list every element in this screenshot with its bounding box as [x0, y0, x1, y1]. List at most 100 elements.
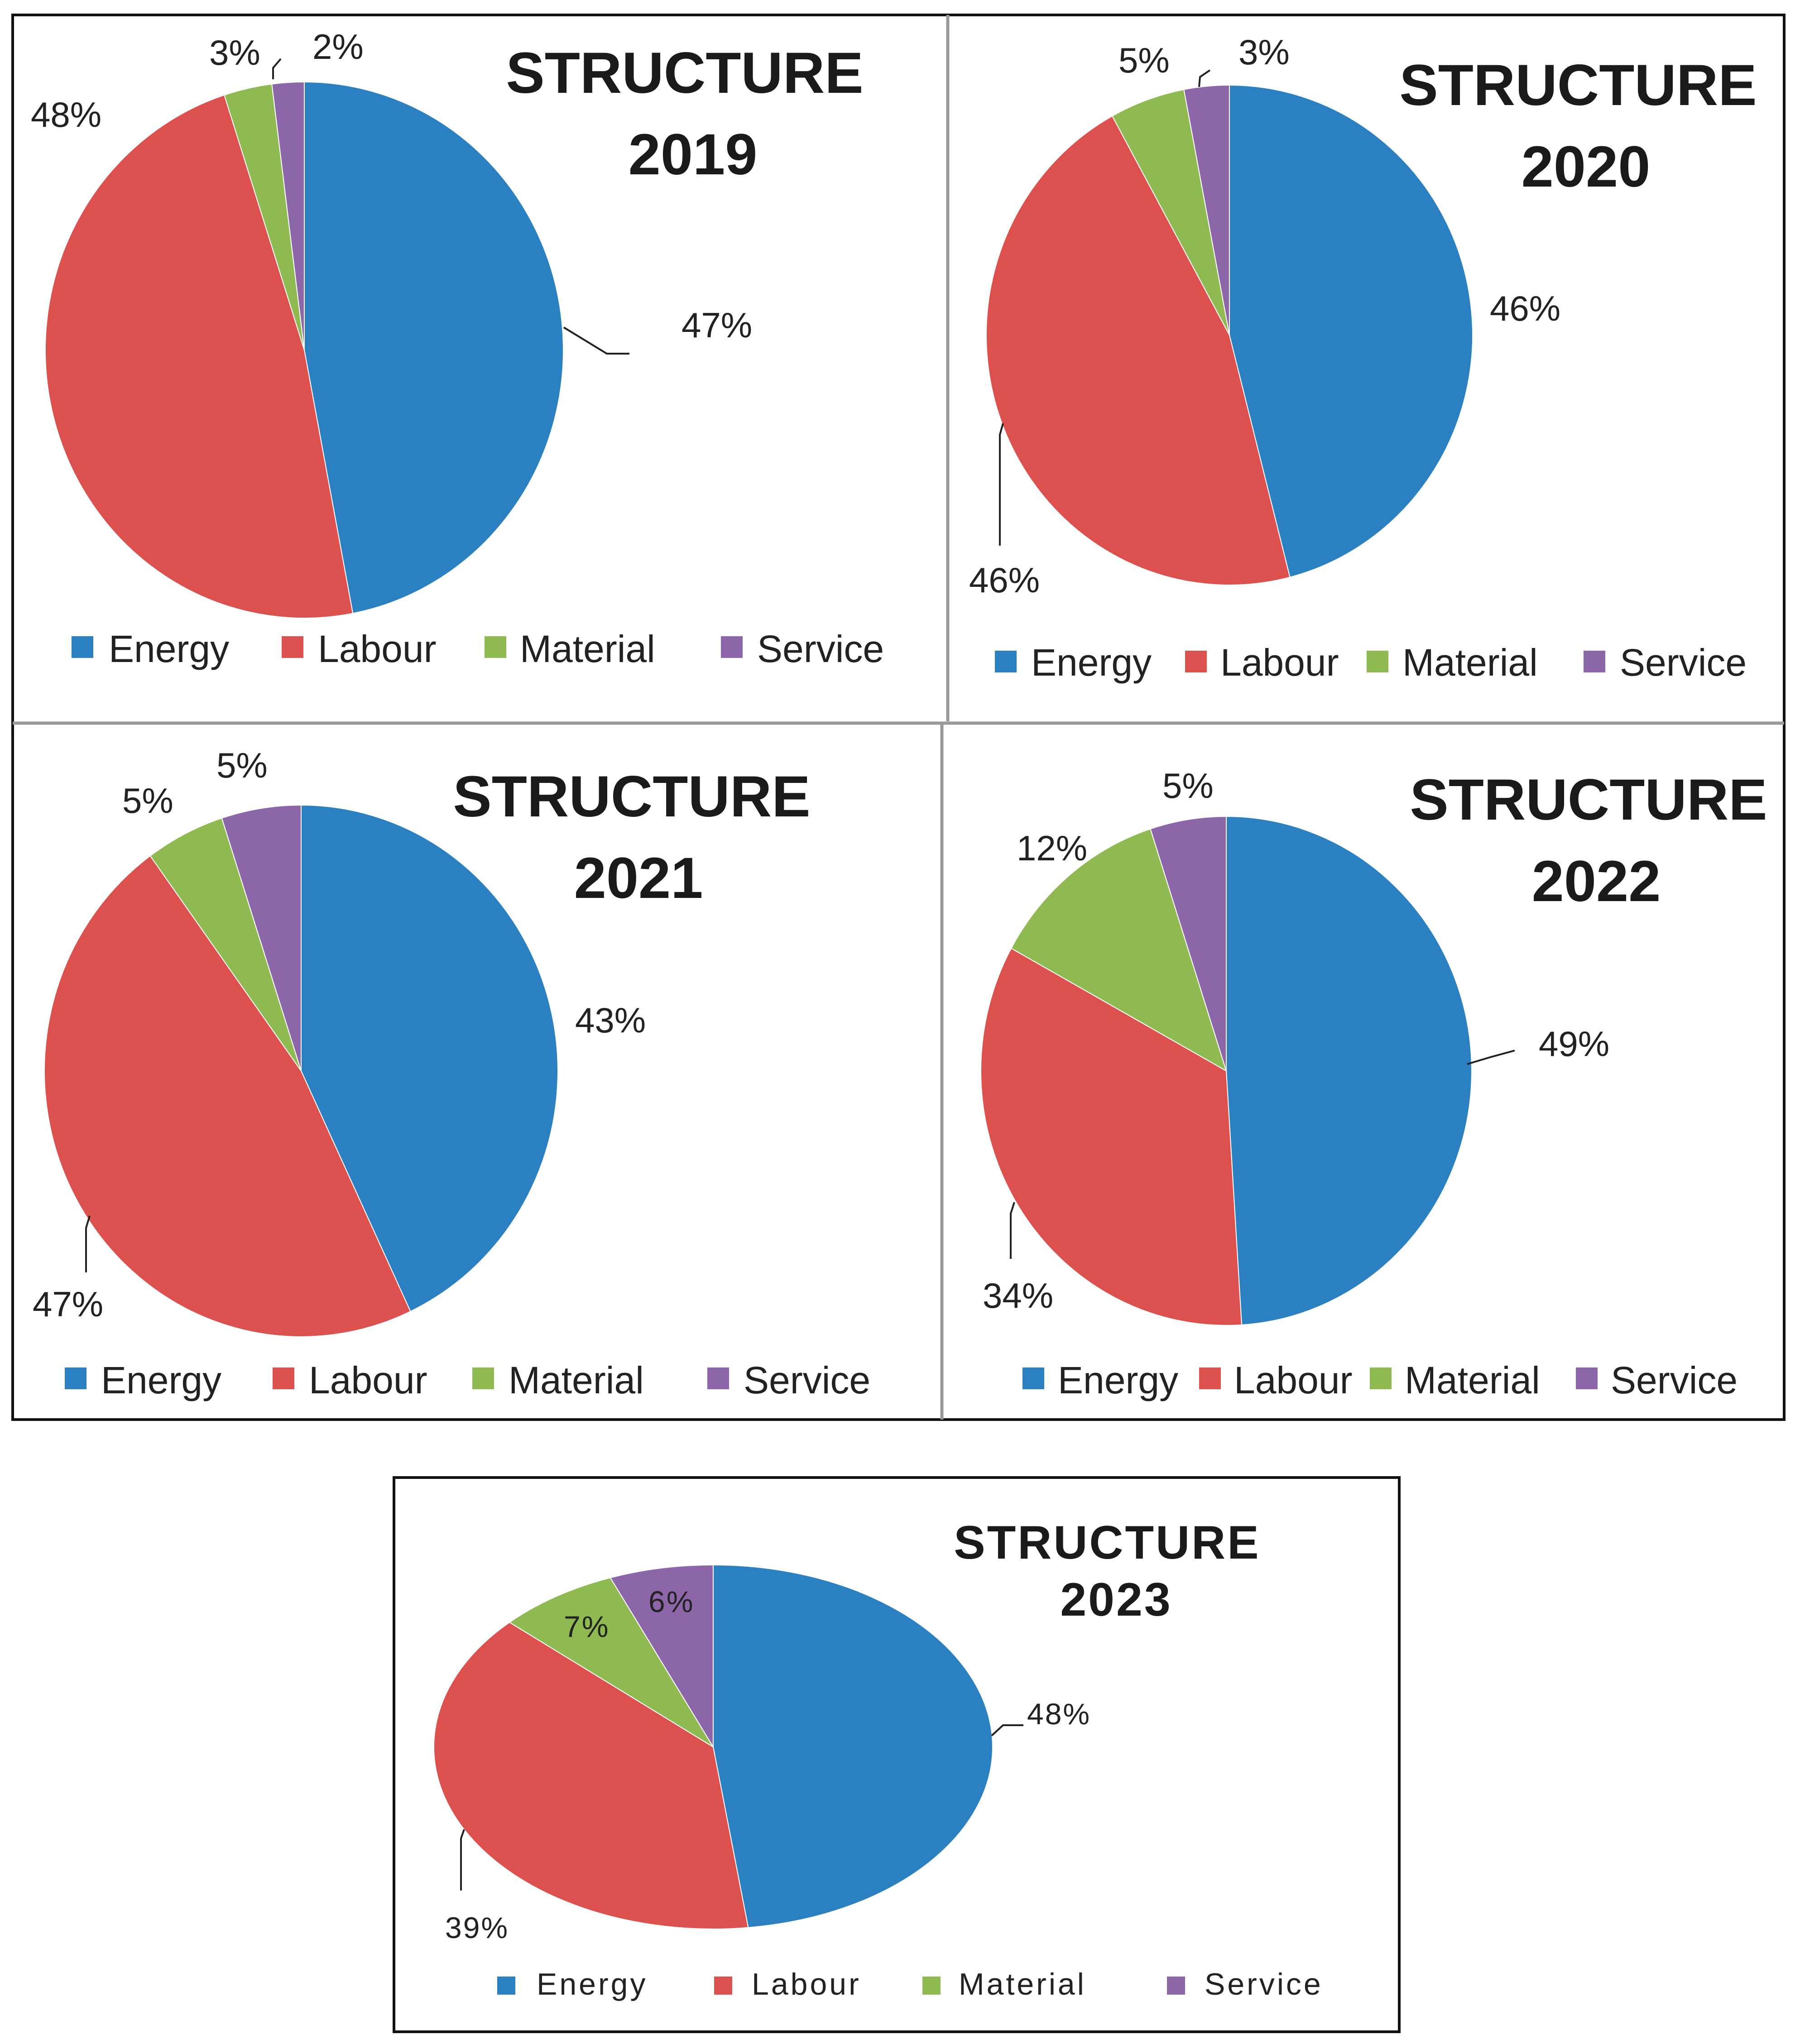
legend-2019-material-label: Material	[520, 628, 655, 670]
label-2019-material: 3%	[209, 33, 260, 72]
legend-2022: Energy Labour Material Service	[1022, 1359, 1738, 1401]
legend-2022-labour-swatch	[1199, 1367, 1221, 1389]
label-2021-labour: 47%	[33, 1284, 103, 1324]
title-2023-line2: 2023	[1060, 1574, 1172, 1626]
slice-2021-service	[221, 804, 302, 1071]
label-2020-energy: 46%	[1490, 288, 1560, 328]
legend-2020-labour-swatch	[1185, 651, 1207, 672]
legend-2021-labour-swatch	[273, 1367, 294, 1389]
legend-2021-energy-label: Energy	[101, 1359, 221, 1401]
legend-2023-energy-label: Energy	[537, 1967, 648, 2001]
title-2019-line1: STRUCTURE	[506, 41, 863, 106]
pie-2019	[44, 81, 564, 619]
legend-2021: Energy Labour Material Service	[65, 1359, 870, 1401]
legend-2023: Energy Labour Material Service	[497, 1967, 1323, 2001]
label-2023-labour: 39%	[445, 1911, 509, 1944]
slice-2020-service	[1183, 84, 1230, 336]
legend-2019-material-swatch	[485, 636, 506, 658]
leader-2022-energy	[1467, 1050, 1515, 1065]
legend-2022-material-swatch	[1370, 1367, 1392, 1389]
legend-2022-material-label: Material	[1405, 1359, 1540, 1401]
legend-2023-labour-swatch	[714, 1977, 732, 1995]
label-2021-energy: 43%	[575, 1000, 646, 1040]
legend-2023-material-label: Material	[959, 1967, 1086, 2001]
legend-2019-labour-label: Labour	[318, 628, 437, 670]
pie-2020	[986, 84, 1473, 585]
slice-2019-labour	[44, 94, 354, 619]
legend-2021-labour-label: Labour	[309, 1359, 427, 1401]
legend-2022-energy-label: Energy	[1058, 1359, 1178, 1401]
legend-2020-labour-label: Labour	[1220, 641, 1339, 684]
label-2022-energy: 49%	[1539, 1024, 1609, 1064]
label-2021-material: 5%	[122, 781, 173, 820]
label-2020-service: 3%	[1238, 32, 1290, 72]
leader-2022-labour	[1010, 1202, 1015, 1259]
title-2021-line2: 2021	[574, 846, 703, 911]
legend-2023-energy-swatch	[497, 1977, 515, 1995]
title-2019-line2: 2019	[629, 122, 758, 187]
legend-2023-material-swatch	[922, 1977, 941, 1995]
title-2020-line1: STRUCTURE	[1399, 53, 1757, 118]
slice-2020-energy	[1229, 84, 1473, 578]
legend-2020-service-swatch	[1584, 651, 1605, 672]
label-2022-labour: 34%	[983, 1276, 1053, 1315]
legend-2022-labour-label: Labour	[1234, 1359, 1353, 1401]
label-2022-material: 12%	[1017, 828, 1087, 868]
legend-2019-energy-swatch	[72, 636, 93, 658]
label-2019-energy: 47%	[682, 305, 752, 345]
legend-2019: Energy Labour Material Service	[72, 628, 884, 670]
slice-2023-material	[509, 1577, 714, 1747]
label-2020-material: 5%	[1118, 40, 1170, 80]
panel-2019: 47% 48% 3% 2% STRUCTURE 2019 Energy Labo…	[31, 27, 884, 670]
slice-2020-material	[1111, 89, 1230, 336]
label-2023-service: 6%	[648, 1585, 694, 1618]
legend-2023-labour-label: Labour	[752, 1967, 861, 2001]
pie-2021	[44, 804, 558, 1337]
legend-2022-energy-swatch	[1022, 1367, 1044, 1389]
title-2023-line1: STRUCTURE	[954, 1516, 1260, 1569]
pie-2023	[433, 1564, 993, 1929]
label-2023-material: 7%	[564, 1610, 610, 1643]
legend-2023-service-label: Service	[1205, 1967, 1323, 2001]
legend-2021-energy-swatch	[65, 1367, 86, 1389]
slice-2023-service	[610, 1564, 714, 1749]
legend-2021-service-label: Service	[744, 1359, 870, 1401]
slice-2021-labour	[44, 855, 411, 1337]
leader-2020-labour	[999, 423, 1004, 546]
legend-2019-service-swatch	[721, 636, 743, 658]
leader-2020-service	[1198, 69, 1211, 87]
legend-2019-energy-label: Energy	[109, 628, 229, 670]
title-2022-line2: 2022	[1532, 849, 1661, 914]
legend-2021-service-swatch	[707, 1367, 729, 1389]
label-2022-service: 5%	[1162, 766, 1214, 806]
slice-2021-material	[149, 817, 302, 1071]
legend-2020-material-label: Material	[1402, 641, 1538, 684]
slice-2021-energy	[301, 804, 558, 1312]
legend-2019-service-label: Service	[757, 628, 884, 670]
label-2019-labour: 48%	[31, 95, 101, 134]
title-2020-line2: 2020	[1522, 134, 1651, 199]
legend-2021-material-swatch	[472, 1367, 494, 1389]
leader-2019-service	[272, 58, 282, 79]
title-2021-line1: STRUCTURE	[453, 764, 810, 829]
label-2020-labour: 46%	[969, 560, 1040, 600]
legend-2022-service-swatch	[1576, 1367, 1598, 1389]
legend-2020: Energy Labour Material Service	[995, 641, 1747, 684]
slice-2020-labour	[986, 115, 1291, 585]
legend-2019-labour-swatch	[282, 636, 303, 658]
legend-2020-energy-swatch	[995, 651, 1017, 672]
panel-2023: 48% 39% 7% 6% STRUCTURE 2023 Energy Labo…	[433, 1516, 1323, 2001]
panel-2021: 43% 47% 5% 5% STRUCTURE 2021 Energy Labo…	[33, 745, 870, 1401]
leader-2023-labour	[460, 1829, 465, 1890]
slice-2022-service	[1150, 816, 1227, 1071]
title-2022-line1: STRUCTURE	[1410, 768, 1767, 832]
legend-2020-material-swatch	[1367, 651, 1388, 672]
slice-2022-material	[1010, 828, 1227, 1072]
legend-2022-service-label: Service	[1611, 1359, 1738, 1401]
slice-2019-service	[271, 81, 305, 350]
legend-2021-material-label: Material	[509, 1359, 644, 1401]
slice-2019-energy	[304, 81, 564, 614]
panel-2020: 46% 46% 5% 3% STRUCTURE 2020 Energy Labo…	[969, 32, 1757, 684]
panel-2022: 49% 34% 12% 5% STRUCTURE 2022 Energy Lab…	[980, 766, 1767, 1401]
